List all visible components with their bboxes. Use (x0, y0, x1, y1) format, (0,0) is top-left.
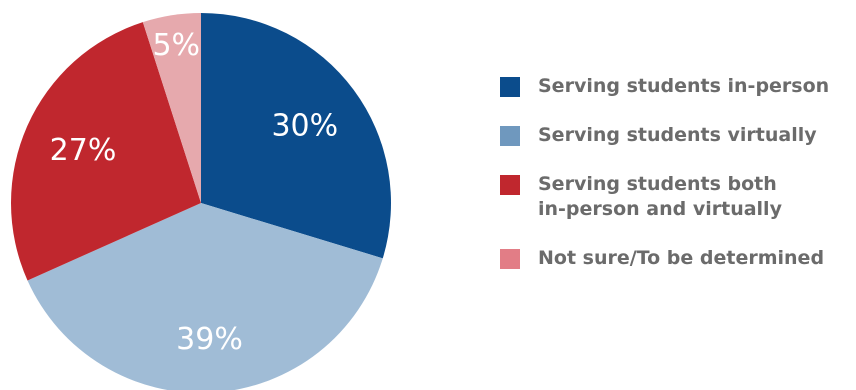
legend: Serving students in-person Serving stude… (500, 74, 829, 295)
legend-swatch-virtually (500, 126, 520, 146)
legend-label-in-person: Serving students in-person (538, 75, 830, 97)
legend-swatch-not-sure (500, 249, 520, 269)
legend-swatch-both (500, 175, 520, 195)
legend-label-both: Serving students both in-person and virt… (538, 173, 782, 220)
slice-label-not-sure: 5% (152, 28, 200, 63)
legend-label-not-sure: Not sure/To be determined (538, 247, 825, 269)
legend-item-virtually: Serving students virtually (500, 123, 829, 148)
legend-item-in-person: Serving students in-person (500, 74, 829, 99)
legend-item-not-sure: Not sure/To be determined (500, 246, 829, 271)
pie-slice-both (10, 22, 202, 281)
pie-slice-virtually (27, 203, 383, 390)
pie-slice-in-person (201, 13, 391, 259)
pie-chart: 30% 39% 27% 5% (10, 13, 391, 390)
legend-item-both: Serving students both in-person and virt… (500, 172, 829, 222)
legend-swatch-in-person (500, 77, 520, 97)
slice-label-virtually: 39% (176, 322, 243, 357)
pie-slice-not-sure (142, 13, 201, 203)
slice-label-both: 27% (50, 133, 117, 168)
legend-label-virtually: Serving students virtually (538, 124, 817, 146)
slice-label-in-person: 30% (271, 109, 338, 144)
